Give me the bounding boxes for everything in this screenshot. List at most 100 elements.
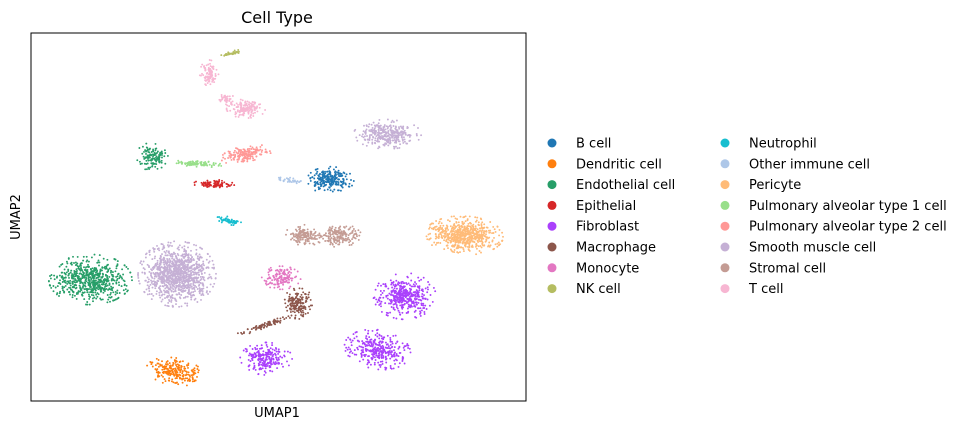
point [81,276,84,279]
point [328,171,331,174]
point [394,358,397,361]
point [261,367,264,370]
point [476,228,479,231]
point [91,267,94,270]
point [298,287,301,290]
point [412,294,414,297]
point [391,294,393,296]
point [178,376,181,379]
point [331,178,334,181]
point [173,297,176,300]
point [168,298,170,301]
point [109,293,112,296]
point [186,304,189,307]
point [236,160,239,163]
point [160,150,163,153]
point [157,159,160,161]
point [169,286,172,289]
point [385,361,388,364]
point [350,179,352,181]
point [449,225,452,228]
point [77,267,80,270]
point [122,279,125,282]
point [72,255,74,258]
point [385,351,388,354]
point [240,160,243,163]
point [348,182,351,185]
point [182,280,185,283]
point [74,270,76,273]
point [158,154,161,156]
point [161,243,164,246]
point [92,280,95,283]
point [243,153,245,156]
point [334,178,337,180]
point [145,150,147,153]
point [353,353,356,356]
point [91,297,94,300]
point [150,268,153,271]
point [190,249,192,252]
point [85,273,88,276]
point [156,271,159,274]
point [156,244,158,247]
point [216,216,219,219]
point [428,226,431,229]
point [390,350,393,353]
point [232,154,235,156]
point [70,274,73,277]
point [155,292,158,295]
point [236,332,239,335]
series-other-immune-cell [277,176,302,185]
point [75,263,78,266]
point [191,370,194,373]
point [98,254,101,257]
point [247,153,250,156]
point [349,338,352,341]
series-nk-cell [220,48,240,57]
point [206,286,209,289]
point [242,151,244,154]
point [400,301,403,304]
point [186,263,189,266]
point [319,181,322,184]
point [380,300,383,303]
point [108,283,111,286]
point [410,300,413,303]
point [190,164,193,166]
point [175,360,178,363]
point [367,329,370,332]
point [105,285,108,288]
point [215,272,217,275]
point [116,260,119,263]
point [304,293,307,296]
point [174,265,177,268]
point [83,291,86,294]
point [172,361,175,364]
series-monocyte [260,265,302,291]
point [172,264,175,267]
point [187,371,190,374]
point [192,258,195,261]
point [154,364,157,367]
point [392,299,395,302]
point [445,239,448,242]
point [417,276,420,279]
point [166,265,169,268]
cluster [220,48,240,57]
point [69,293,71,296]
point [271,344,274,347]
point [378,364,381,366]
point [200,287,203,290]
point [181,377,184,380]
point [178,279,181,282]
point [435,220,438,222]
point [389,365,392,367]
point [209,183,211,186]
point [176,363,179,366]
point [347,185,350,188]
point [350,350,352,353]
point [374,359,377,361]
point [370,343,373,346]
point [144,256,147,259]
